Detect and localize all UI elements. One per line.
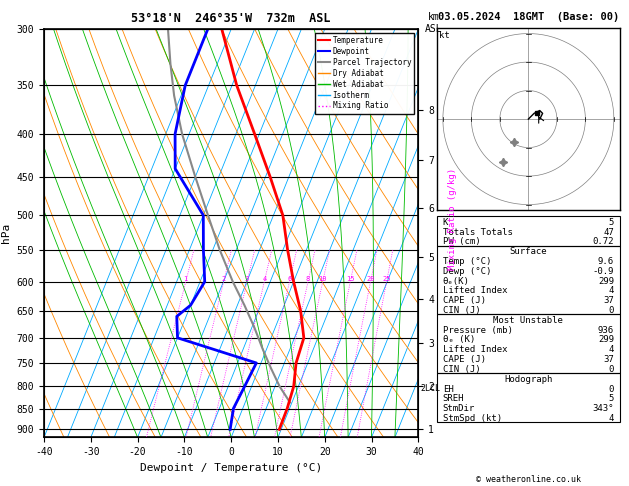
Legend: Temperature, Dewpoint, Parcel Trajectory, Dry Adiabat, Wet Adiabat, Isotherm, Mi: Temperature, Dewpoint, Parcel Trajectory…	[315, 33, 415, 114]
Text: 0: 0	[609, 384, 614, 394]
Text: 4: 4	[609, 286, 614, 295]
Text: 47: 47	[603, 227, 614, 237]
Text: 299: 299	[598, 335, 614, 345]
Bar	[437, 246, 620, 314]
Text: 2: 2	[221, 276, 226, 282]
Text: Lifted Index: Lifted Index	[443, 345, 507, 354]
Text: SREH: SREH	[443, 394, 464, 403]
Text: 4: 4	[609, 414, 614, 423]
Text: 4: 4	[262, 276, 267, 282]
Text: Most Unstable: Most Unstable	[493, 316, 564, 325]
Text: Surface: Surface	[509, 247, 547, 256]
Text: 4: 4	[609, 345, 614, 354]
Text: 343°: 343°	[593, 404, 614, 413]
Bar	[437, 373, 620, 422]
Text: 0: 0	[609, 306, 614, 315]
Text: 10: 10	[318, 276, 327, 282]
Text: 9.6: 9.6	[598, 257, 614, 266]
Text: 5: 5	[609, 218, 614, 227]
Text: 0.72: 0.72	[593, 237, 614, 246]
Text: CIN (J): CIN (J)	[443, 365, 481, 374]
Text: θₑ(K): θₑ(K)	[443, 277, 469, 286]
Text: Dewp (°C): Dewp (°C)	[443, 267, 491, 276]
Text: 25: 25	[382, 276, 391, 282]
Y-axis label: hPa: hPa	[1, 223, 11, 243]
Text: PW (cm): PW (cm)	[443, 237, 481, 246]
Text: 37: 37	[603, 296, 614, 305]
X-axis label: Dewpoint / Temperature (°C): Dewpoint / Temperature (°C)	[140, 463, 322, 473]
Text: 5: 5	[609, 394, 614, 403]
Text: 37: 37	[603, 355, 614, 364]
Text: θₑ (K): θₑ (K)	[443, 335, 475, 345]
Text: 299: 299	[598, 277, 614, 286]
Text: © weatheronline.co.uk: © weatheronline.co.uk	[476, 474, 581, 484]
Text: Hodograph: Hodograph	[504, 375, 552, 384]
Bar	[437, 216, 620, 246]
Text: StmSpd (kt): StmSpd (kt)	[443, 414, 502, 423]
Text: CIN (J): CIN (J)	[443, 306, 481, 315]
Text: 8: 8	[306, 276, 310, 282]
Text: 53°18'N  246°35'W  732m  ASL: 53°18'N 246°35'W 732m ASL	[131, 12, 331, 25]
Text: 15: 15	[346, 276, 355, 282]
Text: CAPE (J): CAPE (J)	[443, 296, 486, 305]
Text: StmDir: StmDir	[443, 404, 475, 413]
Text: 0: 0	[609, 365, 614, 374]
Text: Temp (°C): Temp (°C)	[443, 257, 491, 266]
Text: 936: 936	[598, 326, 614, 335]
Text: 03.05.2024  18GMT  (Base: 00): 03.05.2024 18GMT (Base: 00)	[438, 12, 619, 22]
Text: EH: EH	[443, 384, 454, 394]
Text: 20: 20	[366, 276, 375, 282]
Text: 1: 1	[184, 276, 188, 282]
Bar	[437, 314, 620, 373]
Text: Pressure (mb): Pressure (mb)	[443, 326, 513, 335]
Text: 3: 3	[245, 276, 249, 282]
Text: km
ASL: km ASL	[425, 12, 443, 34]
Text: Totals Totals: Totals Totals	[443, 227, 513, 237]
Text: 6: 6	[287, 276, 292, 282]
Text: -0.9: -0.9	[593, 267, 614, 276]
Text: CAPE (J): CAPE (J)	[443, 355, 486, 364]
Text: kt: kt	[438, 31, 449, 40]
Text: 2LCL: 2LCL	[421, 384, 441, 393]
Text: Mixing Ratio (g/kg): Mixing Ratio (g/kg)	[448, 168, 457, 270]
Text: K: K	[443, 218, 448, 227]
Text: Lifted Index: Lifted Index	[443, 286, 507, 295]
